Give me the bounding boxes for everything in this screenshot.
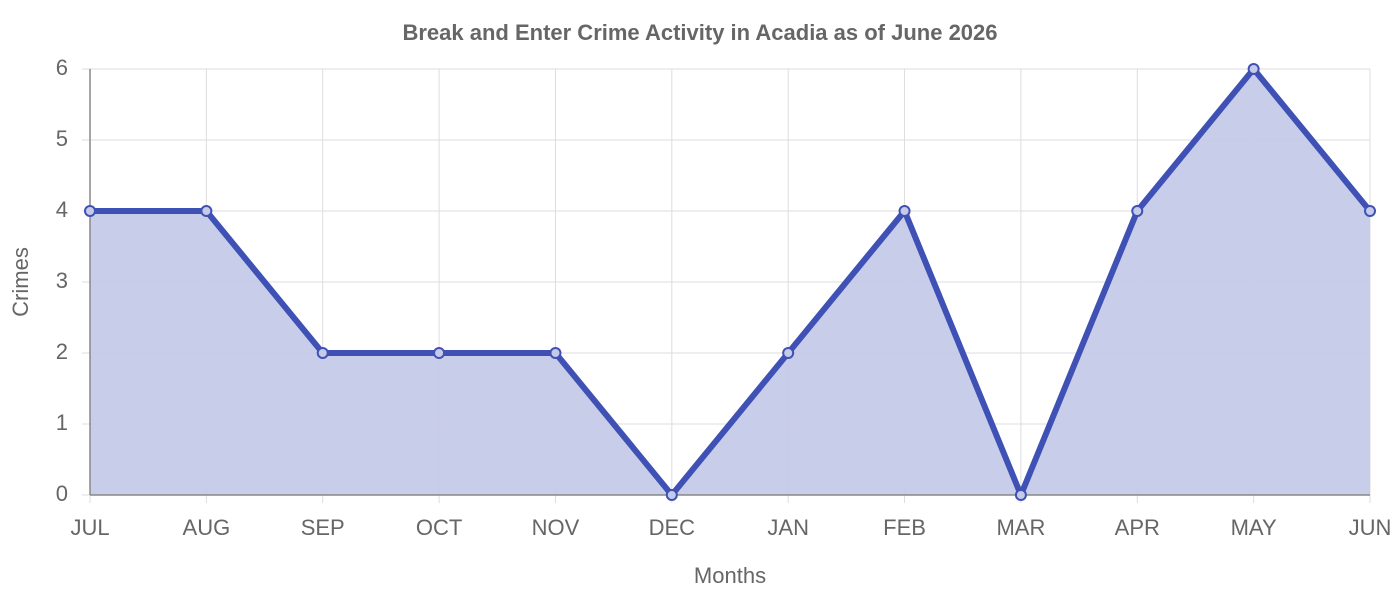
y-tick-label: 1: [56, 410, 68, 435]
x-tick-label: JUN: [1349, 515, 1392, 540]
point: [1364, 205, 1376, 217]
x-tick-label: AUG: [183, 515, 231, 540]
point: [898, 205, 911, 217]
point: [433, 347, 446, 359]
x-tick-label: FEB: [883, 515, 926, 540]
y-tick-label: 3: [56, 268, 68, 293]
y-tick-label: 5: [56, 126, 68, 151]
chart-title: Break and Enter Crime Activity in Acadia…: [402, 20, 997, 45]
point: [1014, 489, 1027, 501]
point: [549, 347, 562, 359]
point: [1247, 63, 1260, 75]
x-tick-label: APR: [1115, 515, 1160, 540]
x-tick-label: OCT: [416, 515, 462, 540]
point: [200, 205, 213, 217]
x-tick-label: SEP: [301, 515, 345, 540]
x-tick-label: MAR: [996, 515, 1045, 540]
point: [782, 347, 795, 359]
point: [84, 205, 96, 217]
x-tick-label: MAY: [1231, 515, 1277, 540]
x-tick-label: DEC: [649, 515, 696, 540]
y-tick-label: 2: [56, 339, 68, 364]
point: [316, 347, 329, 359]
point: [1131, 205, 1144, 217]
y-tick-label: 4: [56, 197, 68, 222]
x-axis-label: Months: [694, 563, 766, 588]
line: [90, 66, 1373, 498]
y-tick-label: 6: [56, 55, 68, 80]
y-tick-label: 0: [56, 481, 68, 506]
y-axis-label: Crimes: [8, 247, 33, 317]
x-tick-label: JUL: [70, 515, 109, 540]
x-tick-label: NOV: [532, 515, 580, 540]
area-fill: [90, 69, 1370, 495]
point: [665, 489, 678, 501]
x-tick-label: JAN: [767, 515, 809, 540]
